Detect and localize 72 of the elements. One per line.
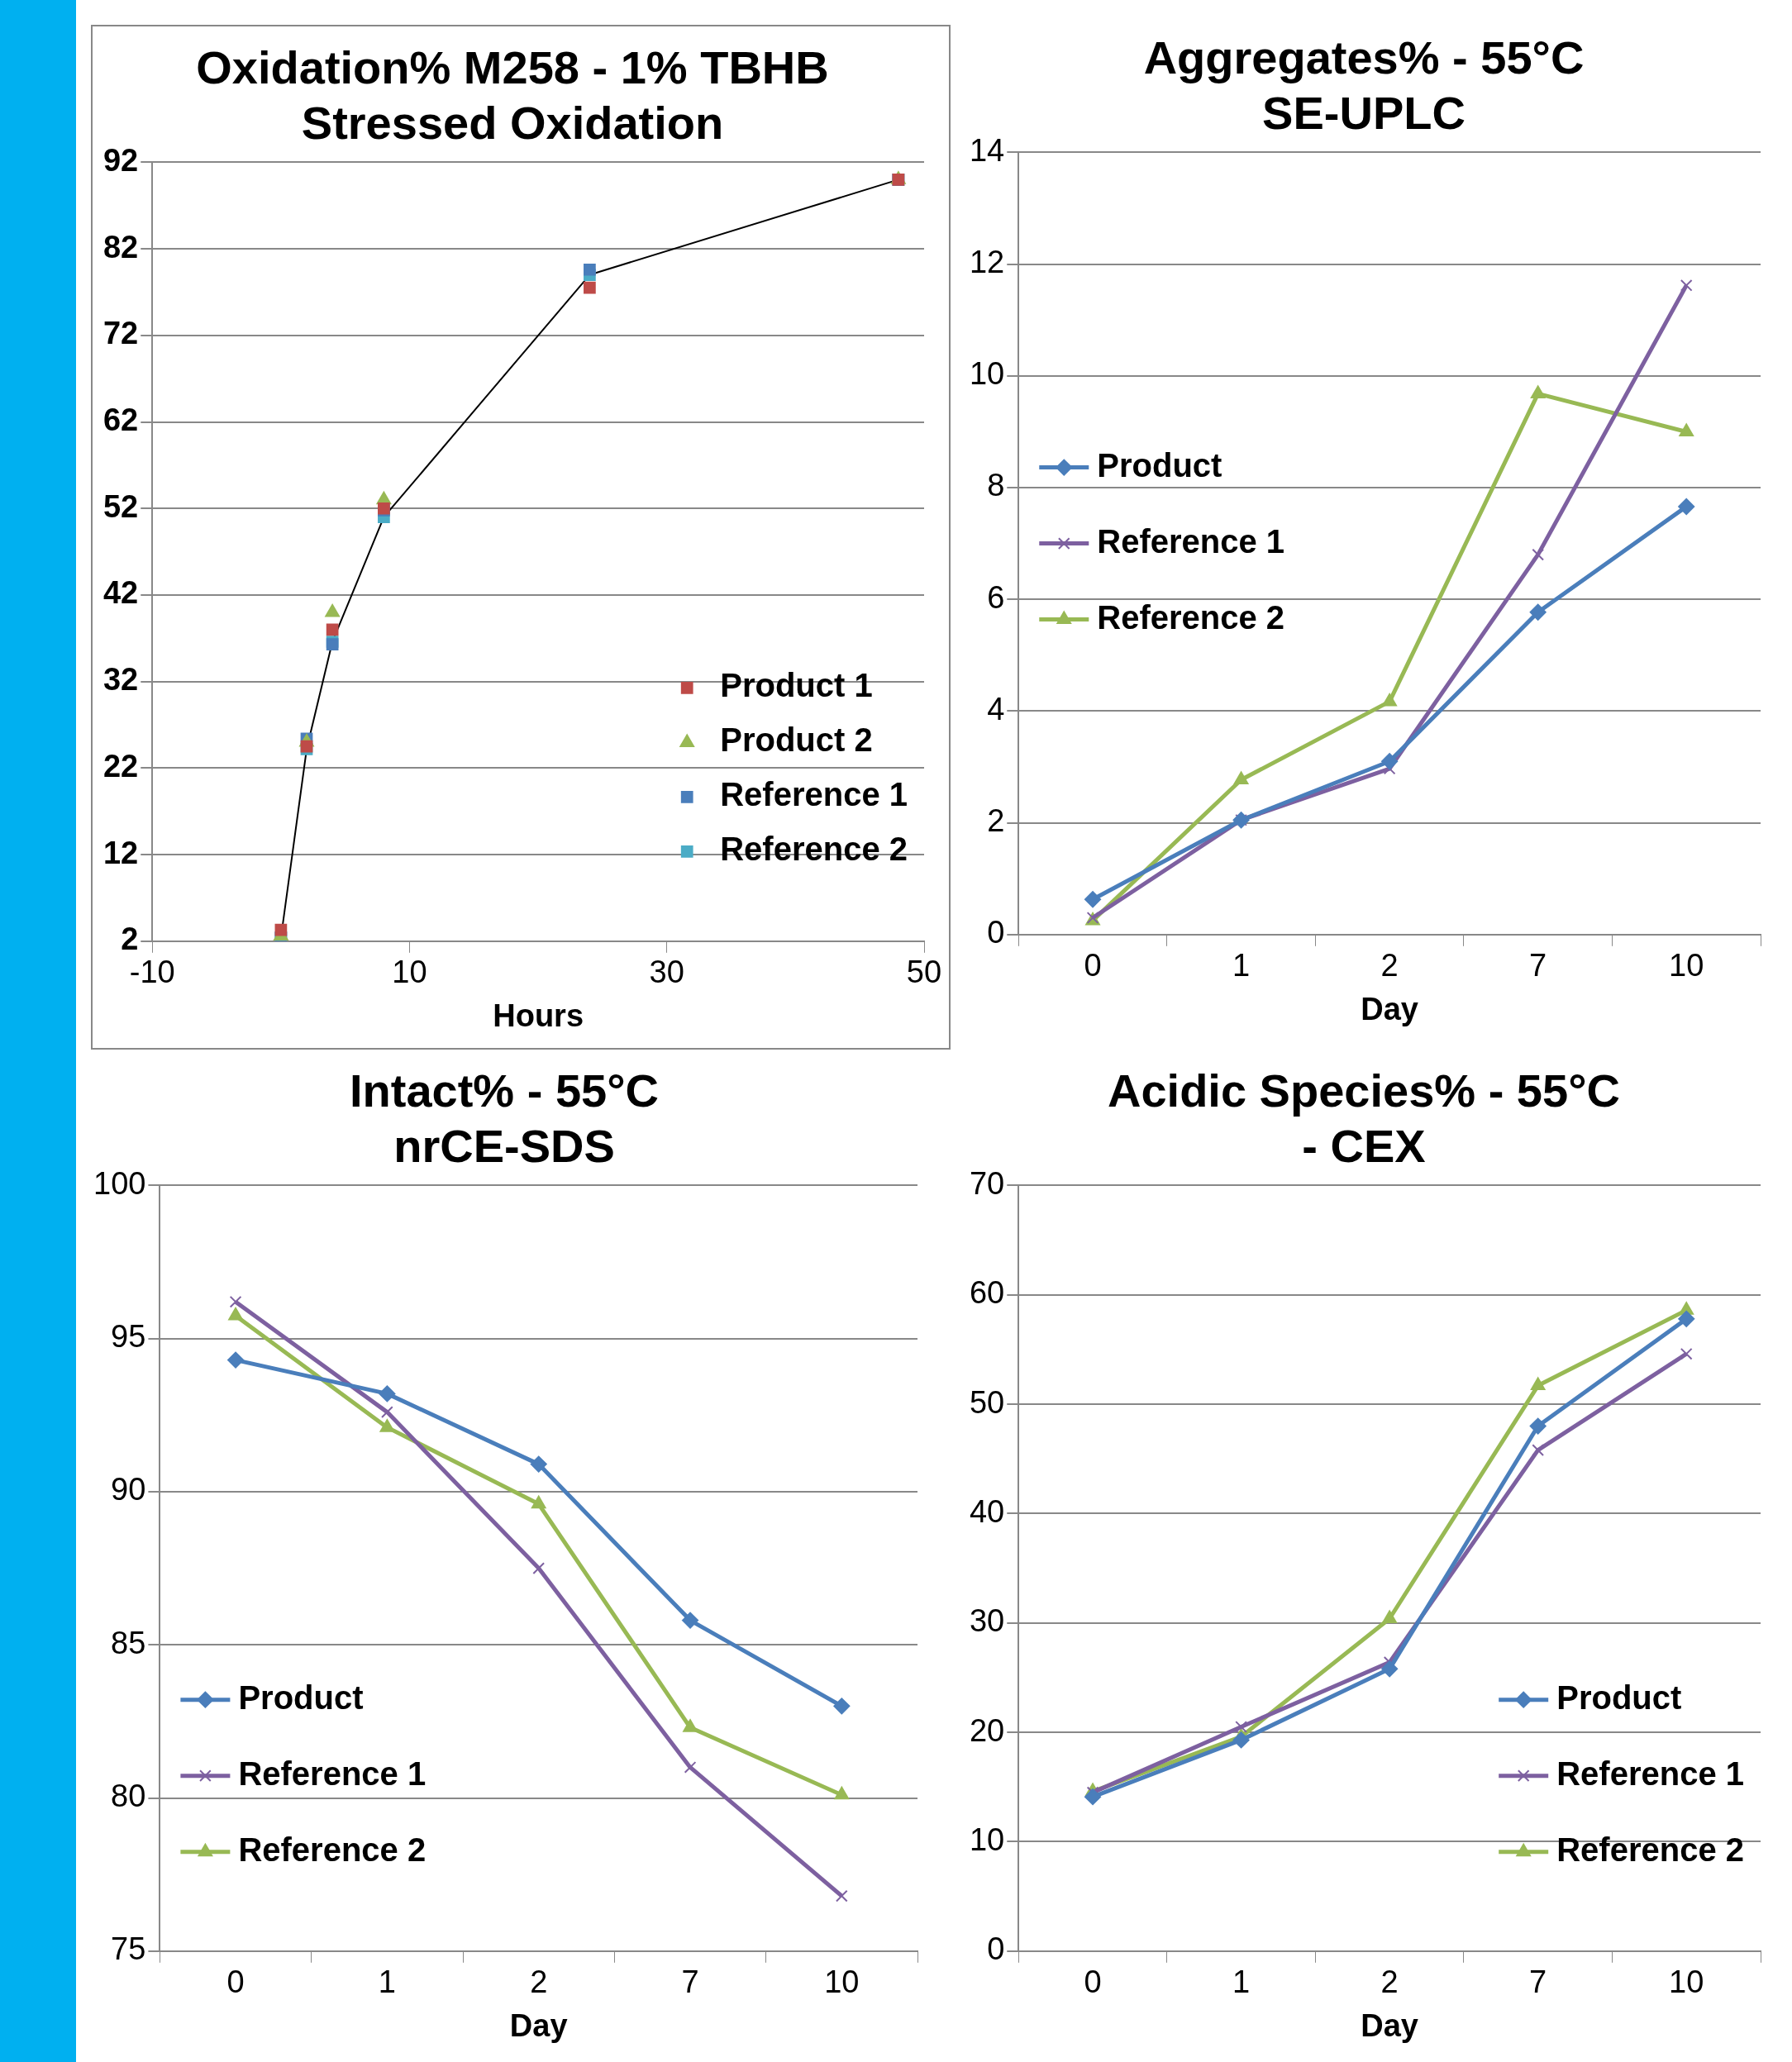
x-tick-label: 10 <box>1669 1964 1704 2000</box>
x-tick-label: 10 <box>824 1964 860 2000</box>
legend-label: Reference 1 <box>238 1755 427 1792</box>
y-tick-label: 4 <box>987 691 1005 726</box>
x-tick-label: 10 <box>1669 948 1704 983</box>
y-tick-label: 75 <box>111 1931 146 1967</box>
x-tick-label: 50 <box>906 955 942 990</box>
y-tick-label: 10 <box>969 356 1005 392</box>
y-tick-label: 52 <box>102 488 139 524</box>
legend-label: Product 1 <box>720 667 873 704</box>
legend-label: Reference 1 <box>1097 522 1285 560</box>
y-tick-label: 8 <box>987 468 1005 503</box>
x-tick-label: 1 <box>378 1964 396 2000</box>
x-tick-label: 2 <box>1380 948 1399 983</box>
y-tick-label: 0 <box>987 1931 1005 1967</box>
y-tick-label: 42 <box>102 575 139 611</box>
y-tick-label: 82 <box>102 229 139 264</box>
legend-label: Reference 2 <box>238 1831 427 1868</box>
y-tick-label: 12 <box>102 835 139 870</box>
y-tick-label: 85 <box>111 1625 146 1660</box>
y-tick-label: 90 <box>111 1472 146 1507</box>
legend-label: Product <box>1097 446 1222 483</box>
y-tick-label: 92 <box>102 142 139 178</box>
x-tick-label: 10 <box>392 955 427 990</box>
legend-label: Reference 1 <box>720 776 908 813</box>
y-tick-label: 30 <box>969 1603 1005 1639</box>
legend-label: Reference 2 <box>1097 598 1285 636</box>
x-tick-label: 30 <box>649 955 684 990</box>
y-tick-label: 0 <box>987 915 1005 950</box>
x-tick-label: 7 <box>1529 1964 1547 2000</box>
y-tick-label: 70 <box>969 1165 1005 1201</box>
x-tick-label: 2 <box>530 1964 548 2000</box>
x-tick-label: 7 <box>681 1964 699 2000</box>
x-axis-title: Day <box>1361 2007 1418 2043</box>
y-tick-label: 10 <box>969 1822 1005 1857</box>
y-tick-label: 60 <box>969 1275 1005 1311</box>
x-axis-title: Day <box>509 2007 568 2043</box>
x-tick-label: 2 <box>1380 1964 1399 2000</box>
legend-label: Product 2 <box>720 721 873 759</box>
x-tick-label: 0 <box>1084 948 1102 983</box>
chart-title: Acidic Species% - 55°C - CEX <box>1108 1064 1620 1173</box>
y-tick-label: 14 <box>969 132 1005 168</box>
y-tick-label: 20 <box>969 1712 1005 1748</box>
legend-label: Product <box>238 1679 364 1716</box>
chart-title: Oxidation% M258 - 1% TBHB Stressed Oxidation <box>196 41 829 150</box>
y-tick-label: 72 <box>102 316 139 351</box>
y-tick-label: 6 <box>987 579 1005 615</box>
chart-title: Intact% - 55°C nrCE-SDS <box>349 1064 660 1173</box>
x-axis-title: Hours <box>493 998 584 1033</box>
x-tick-label: 0 <box>226 1964 245 2000</box>
legend-label: Reference 2 <box>1556 1831 1744 1868</box>
y-tick-label: 100 <box>93 1165 146 1201</box>
chart-title: Aggregates% - 55°C SE-UPLC <box>1143 31 1585 140</box>
x-tick-label: 0 <box>1084 1964 1102 2000</box>
y-tick-label: 62 <box>102 402 139 438</box>
legend-label: Reference 2 <box>720 831 908 868</box>
x-tick-label: 1 <box>1232 1964 1251 2000</box>
y-tick-label: 2 <box>987 803 1005 839</box>
y-tick-label: 32 <box>102 662 139 698</box>
x-tick-label: -10 <box>129 955 175 990</box>
y-tick-label: 50 <box>969 1384 1005 1420</box>
x-tick-label: 1 <box>1232 948 1251 983</box>
y-tick-label: 80 <box>111 1779 146 1813</box>
legend-label: Reference 1 <box>1556 1755 1744 1792</box>
y-tick-label: 2 <box>121 921 139 957</box>
y-tick-label: 22 <box>102 748 139 783</box>
y-tick-label: 40 <box>969 1493 1005 1529</box>
y-tick-label: 95 <box>111 1319 146 1355</box>
x-tick-label: 7 <box>1529 948 1547 983</box>
x-axis-title: Day <box>1361 991 1418 1026</box>
y-tick-label: 12 <box>969 245 1005 280</box>
legend-label: Product <box>1556 1679 1682 1716</box>
